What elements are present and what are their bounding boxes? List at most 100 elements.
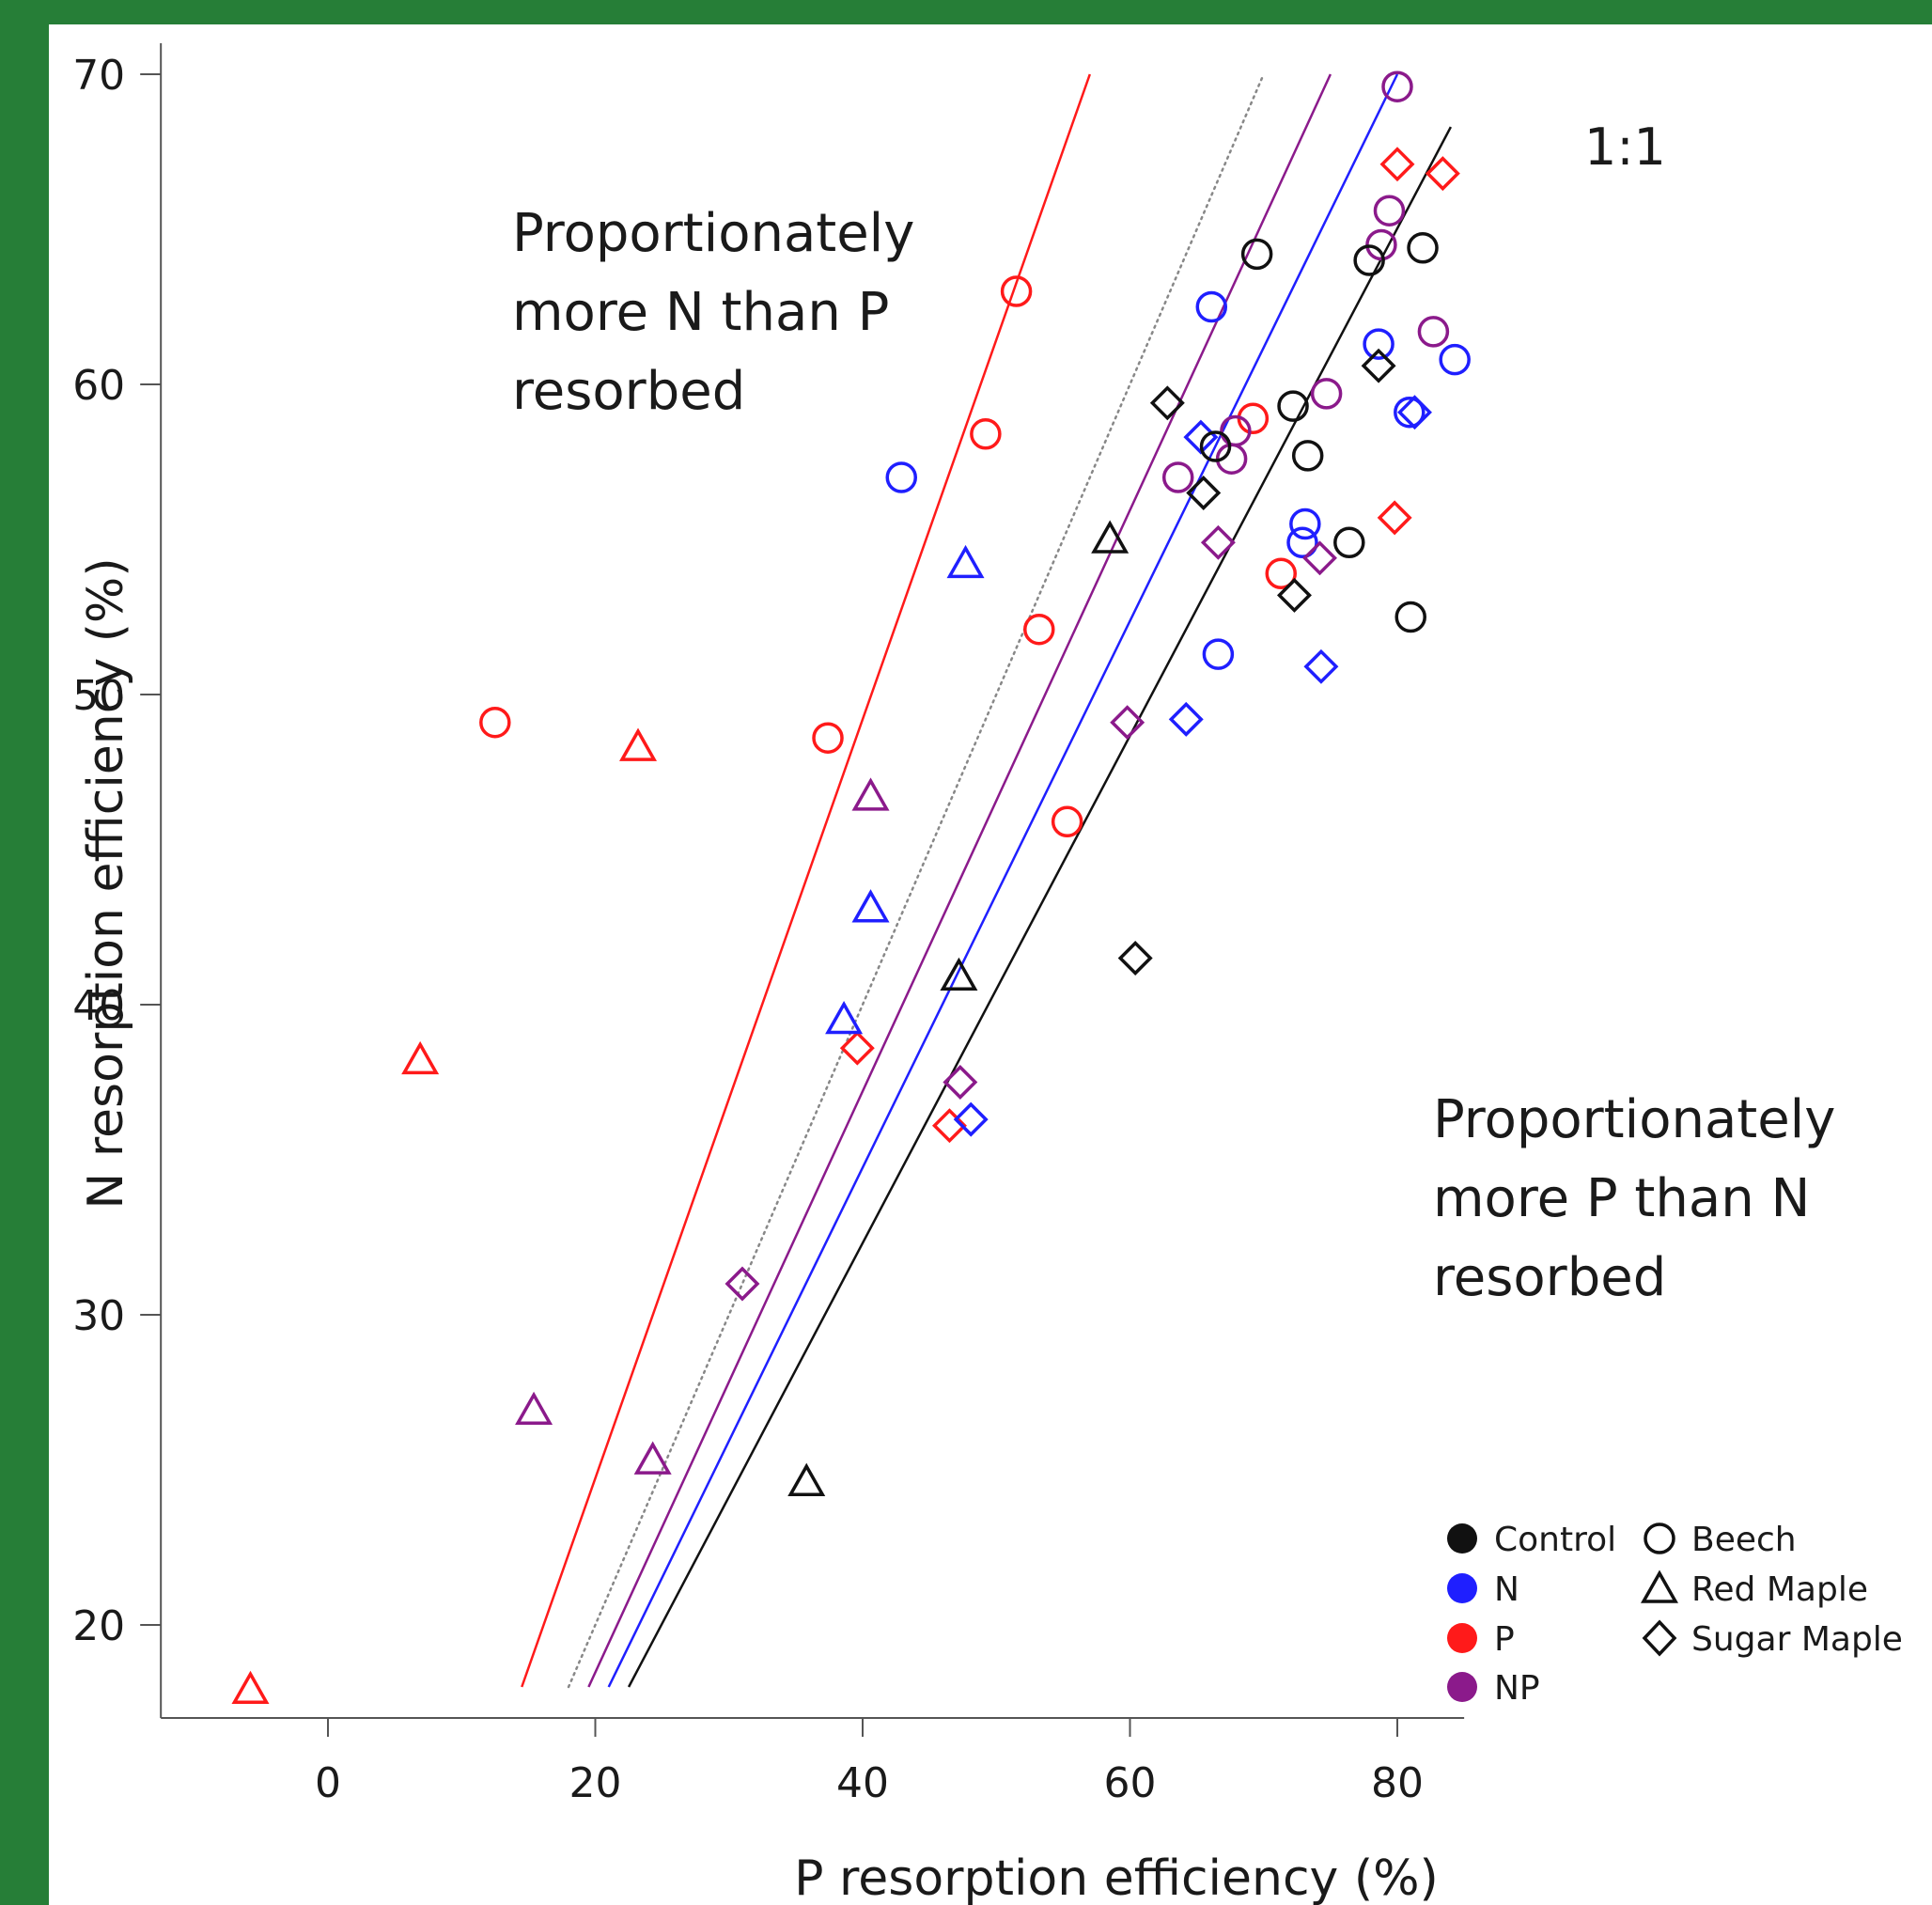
legend-np-swatch (1447, 1672, 1477, 1702)
point-control-red-maple-56 (1091, 520, 1130, 554)
point-n-sugar-maple-29 (1303, 648, 1339, 684)
point-control-beech-51 (1277, 390, 1309, 422)
annotation-lower-right-line-2: more P than N (1433, 1168, 1810, 1229)
annotation-lower-right-line-1: Proportionately (1433, 1089, 1835, 1150)
point-np-sugar-maple-43 (1200, 524, 1236, 560)
annotation-upper-left: Proportionately more N than P resorbed (512, 203, 931, 422)
point-p-sugar-maple-13 (1379, 147, 1415, 182)
legend: Control N P NP Beech Red Maple Sugar Map… (1447, 1521, 1903, 1708)
legend-sugar-maple-label: Sugar Maple (1691, 1620, 1903, 1659)
point-n-beech-17 (1195, 290, 1228, 323)
point-np-beech-32 (1381, 70, 1413, 102)
point-np-beech-35 (1417, 316, 1450, 348)
point-np-beech-36 (1310, 378, 1343, 410)
point-n-beech-16 (885, 461, 918, 493)
point-p-beech-4 (479, 706, 511, 739)
point-control-sugar-maple-63 (1117, 941, 1153, 976)
x-tick-label-60: 60 (1104, 1759, 1157, 1807)
legend-p-label: P (1494, 1620, 1515, 1659)
point-np-red-maple-40 (851, 777, 890, 811)
point-np-beech-33 (1373, 195, 1406, 226)
frame-top-bar (0, 0, 1932, 24)
point-n-sugar-maple-28 (1168, 701, 1204, 737)
point-np-red-maple-41 (515, 1391, 553, 1426)
point-n-beech-20 (1286, 526, 1318, 559)
annotation-lower-right: Proportionately more P than N resorbed (1433, 1089, 1852, 1308)
fit-line-n (607, 73, 1399, 1688)
y-tick-label-30: 30 (72, 1292, 125, 1340)
point-p-beech-0 (1000, 275, 1033, 307)
y-tick-label-40: 40 (72, 982, 125, 1030)
axes: 0 20 40 60 80 20 30 40 50 60 70 (72, 43, 1465, 1807)
x-tick-label-20: 20 (569, 1759, 622, 1807)
reference-line-1-1 (567, 72, 1265, 1689)
point-p-red-maple-10 (231, 1670, 270, 1705)
point-p-sugar-maple-15 (1377, 500, 1412, 536)
point-n-beech-21 (1363, 328, 1394, 360)
point-control-beech-48 (1240, 238, 1273, 271)
legend-n-label: N (1494, 1570, 1519, 1609)
point-control-beech-49 (1353, 244, 1385, 276)
point-p-beech-5 (1051, 805, 1083, 838)
legend-p-swatch (1447, 1623, 1477, 1653)
point-control-beech-54 (1333, 526, 1365, 559)
point-control-sugar-maple-62 (1361, 348, 1396, 383)
point-p-beech-1 (970, 418, 1002, 450)
y-axis-title: N resorption efficiency (%) (78, 557, 134, 1209)
point-np-sugar-maple-44 (1302, 540, 1337, 576)
point-np-sugar-maple-45 (1110, 705, 1145, 741)
point-p-sugar-maple-12 (931, 1108, 967, 1144)
x-tick-label-0: 0 (315, 1759, 341, 1807)
point-p-beech-3 (812, 722, 844, 754)
x-tick-label-80: 80 (1371, 1759, 1424, 1807)
point-control-red-maple-57 (940, 957, 978, 992)
point-control-sugar-maple-61 (1276, 577, 1312, 613)
point-control-beech-53 (1199, 430, 1232, 462)
point-p-beech-7 (1265, 557, 1297, 590)
point-control-sugar-maple-60 (1186, 476, 1222, 510)
point-control-red-maple-58 (787, 1462, 826, 1496)
ratio-line-label: 1:1 (1584, 117, 1666, 177)
annotation-upper-left-line-1: Proportionately (512, 203, 914, 264)
point-p-sugar-maple-11 (839, 1030, 875, 1066)
y-tick-label-60: 60 (72, 362, 125, 410)
point-n-red-maple-25 (851, 889, 890, 923)
legend-red-maple-marker (1640, 1569, 1679, 1603)
point-p-red-maple-8 (619, 727, 658, 761)
legend-n-swatch (1447, 1573, 1477, 1603)
data-points (231, 70, 1471, 1705)
frame-left-bar (0, 0, 49, 1905)
legend-beech-label: Beech (1691, 1521, 1797, 1559)
point-np-red-maple-42 (633, 1441, 672, 1475)
point-np-sugar-maple-47 (724, 1266, 760, 1302)
point-np-beech-39 (1220, 414, 1252, 447)
point-p-red-maple-9 (401, 1040, 440, 1075)
point-p-beech-2 (1023, 613, 1055, 646)
legend-beech-marker (1644, 1522, 1675, 1554)
legend-sugar-maple-marker (1642, 1619, 1677, 1657)
legend-control-swatch (1447, 1523, 1477, 1554)
point-n-red-maple-24 (946, 544, 985, 579)
point-np-sugar-maple-46 (943, 1065, 978, 1100)
annotation-lower-right-line-3: resorbed (1433, 1247, 1666, 1308)
point-np-beech-37 (1161, 461, 1194, 493)
fit-line-p (521, 73, 1092, 1688)
frame-left-notch (0, 0, 16, 249)
point-n-red-maple-26 (825, 1000, 864, 1035)
x-tick-label-40: 40 (836, 1759, 889, 1807)
point-control-sugar-maple-59 (1149, 385, 1185, 421)
legend-control-label: Control (1494, 1521, 1616, 1559)
point-p-sugar-maple-14 (1425, 156, 1460, 192)
y-tick-label-70: 70 (72, 52, 125, 100)
x-axis-title: P resorption efficiency (%) (794, 1850, 1439, 1905)
point-n-sugar-maple-31 (953, 1101, 989, 1137)
legend-np-label: NP (1494, 1669, 1540, 1708)
point-n-beech-23 (1439, 343, 1471, 376)
annotation-upper-left-line-2: more N than P (512, 282, 889, 343)
point-n-beech-18 (1202, 638, 1235, 670)
plot-background (49, 24, 1932, 1905)
y-tick-label-50: 50 (72, 672, 125, 720)
point-n-sugar-maple-30 (1397, 395, 1432, 430)
point-n-beech-22 (1394, 396, 1426, 429)
